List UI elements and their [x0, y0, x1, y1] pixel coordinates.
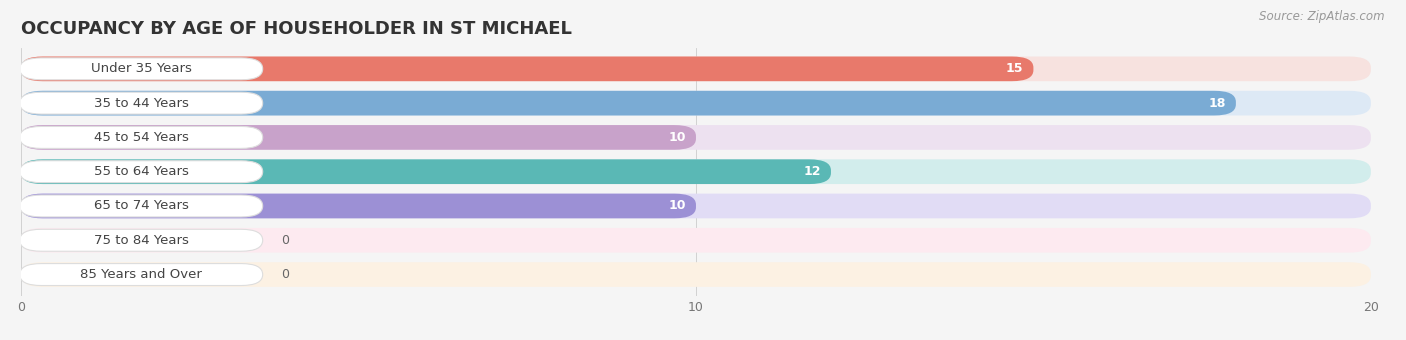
Text: 0: 0	[281, 234, 288, 247]
Text: 15: 15	[1005, 62, 1024, 75]
FancyBboxPatch shape	[21, 125, 696, 150]
Text: 12: 12	[803, 165, 821, 178]
FancyBboxPatch shape	[21, 194, 696, 218]
FancyBboxPatch shape	[20, 161, 263, 183]
Text: 65 to 74 Years: 65 to 74 Years	[94, 200, 188, 212]
Text: Under 35 Years: Under 35 Years	[91, 62, 191, 75]
Text: 10: 10	[668, 200, 686, 212]
FancyBboxPatch shape	[21, 159, 831, 184]
FancyBboxPatch shape	[20, 195, 263, 217]
Text: 45 to 54 Years: 45 to 54 Years	[94, 131, 188, 144]
FancyBboxPatch shape	[21, 194, 1371, 218]
Text: 85 Years and Over: 85 Years and Over	[80, 268, 202, 281]
FancyBboxPatch shape	[21, 262, 1371, 287]
FancyBboxPatch shape	[21, 91, 1371, 116]
Text: 75 to 84 Years: 75 to 84 Years	[94, 234, 188, 247]
Text: 10: 10	[668, 131, 686, 144]
Text: 0: 0	[281, 268, 288, 281]
Text: OCCUPANCY BY AGE OF HOUSEHOLDER IN ST MICHAEL: OCCUPANCY BY AGE OF HOUSEHOLDER IN ST MI…	[21, 20, 572, 38]
FancyBboxPatch shape	[21, 56, 1371, 81]
Text: 18: 18	[1208, 97, 1226, 109]
FancyBboxPatch shape	[21, 91, 1236, 116]
FancyBboxPatch shape	[21, 56, 1033, 81]
Text: 35 to 44 Years: 35 to 44 Years	[94, 97, 188, 109]
FancyBboxPatch shape	[20, 92, 263, 114]
FancyBboxPatch shape	[21, 159, 1371, 184]
FancyBboxPatch shape	[20, 58, 263, 80]
FancyBboxPatch shape	[20, 229, 263, 251]
FancyBboxPatch shape	[20, 264, 263, 286]
Text: 55 to 64 Years: 55 to 64 Years	[94, 165, 188, 178]
FancyBboxPatch shape	[21, 125, 1371, 150]
FancyBboxPatch shape	[20, 126, 263, 148]
FancyBboxPatch shape	[21, 228, 1371, 253]
Text: Source: ZipAtlas.com: Source: ZipAtlas.com	[1260, 10, 1385, 23]
